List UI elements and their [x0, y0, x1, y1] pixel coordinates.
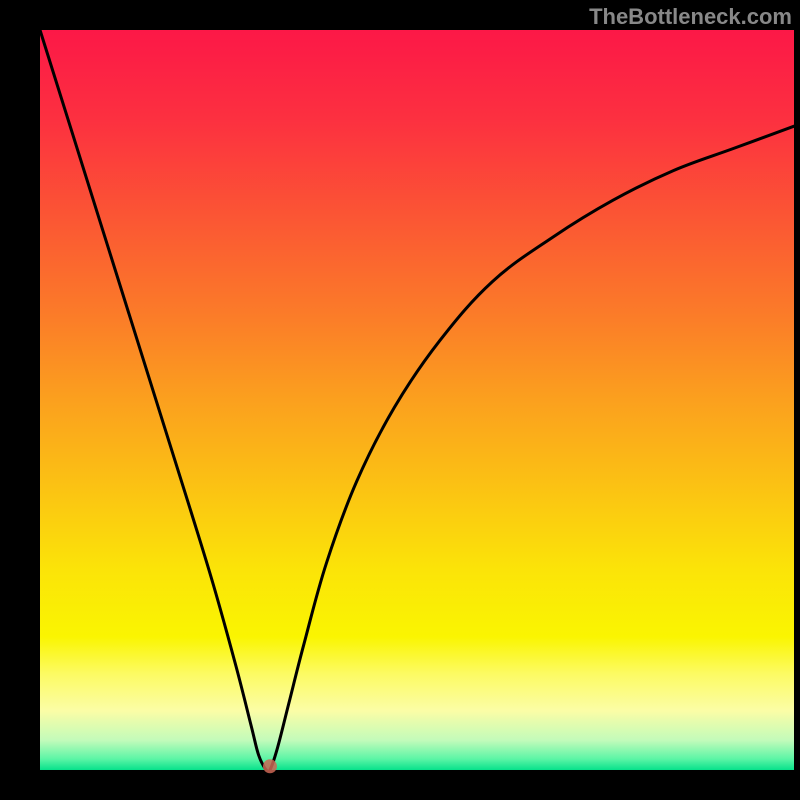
plot-gradient-area — [40, 30, 794, 770]
watermark-text: TheBottleneck.com — [589, 4, 792, 30]
bottleneck-chart: TheBottleneck.com — [0, 0, 800, 800]
chart-svg — [0, 0, 800, 800]
optimal-point-marker — [263, 759, 277, 773]
